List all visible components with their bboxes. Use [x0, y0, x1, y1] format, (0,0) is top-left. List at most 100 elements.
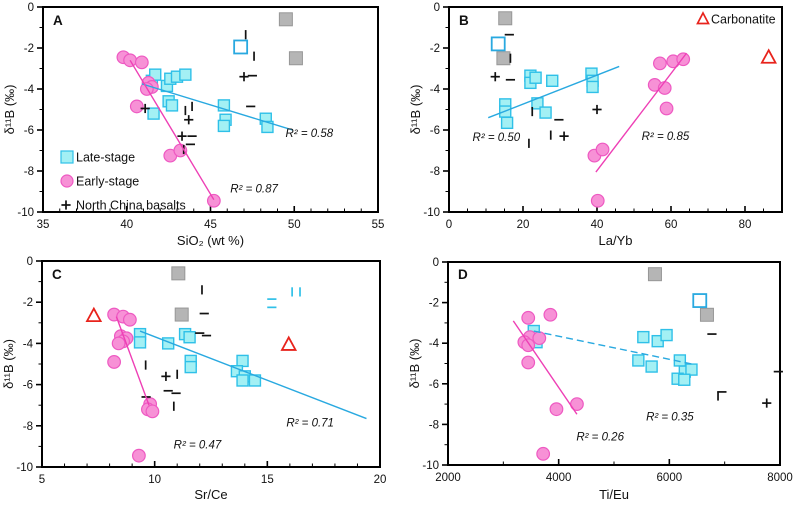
late-stage-point	[586, 80, 599, 94]
y-axis-title: δ¹¹B (‰)	[407, 339, 422, 389]
y-tick-label: -6	[430, 125, 440, 137]
r-squared-label: R² = 0.58	[286, 128, 334, 140]
x-axis-title: SiO₂ (wt %)	[177, 233, 244, 248]
late-stage-point	[261, 120, 274, 134]
trendline-early_stage	[129, 59, 215, 201]
x-tick-label: 6000	[657, 472, 683, 484]
late-stage-open-point	[692, 293, 708, 308]
carbonatite-legend-swatch	[696, 11, 710, 25]
y-tick-label: -4	[23, 338, 34, 350]
early-stage-point	[532, 331, 547, 346]
y-tick-label: -4	[430, 84, 441, 96]
y-tick-label: -6	[24, 125, 34, 137]
y-tick-label: -10	[422, 460, 439, 472]
panel-letter: C	[52, 267, 62, 282]
x-tick-label: 20	[374, 474, 387, 486]
legend-panel-a: Late-stage Early-stage North China basalts	[60, 150, 186, 213]
y-tick-label: -8	[429, 419, 439, 431]
panel-letter: A	[53, 13, 63, 28]
x-tick-label: 40	[591, 219, 604, 231]
early-stage-point	[111, 336, 126, 351]
trendline-late_stage	[141, 83, 293, 131]
legend-label: North China basalts	[76, 199, 186, 213]
y-tick-label: -10	[423, 207, 440, 219]
x-tick-label: 55	[372, 219, 385, 231]
early-stage-point	[107, 355, 122, 369]
gray-square-point	[288, 51, 303, 66]
late-stage-open-point	[490, 36, 506, 52]
late-stage-point	[539, 106, 552, 119]
early-stage-point	[145, 404, 160, 419]
early-stage-point	[206, 193, 221, 208]
early-stage-point	[521, 310, 536, 325]
early-stage-point	[543, 307, 558, 322]
panel-letter: D	[458, 267, 468, 282]
y-axis-title: δ¹¹B (‰)	[2, 85, 17, 135]
late-stage-point	[685, 363, 698, 376]
r-squared-label: R² = 0.35	[646, 411, 694, 423]
late-stage-point	[217, 99, 231, 112]
x-tick-label: 2000	[435, 472, 461, 484]
late-stage-point	[165, 99, 179, 112]
late-stage-point	[217, 119, 231, 133]
x-tick-label: 4000	[546, 472, 572, 484]
late-stage-point	[678, 373, 691, 386]
late-stage-point	[133, 336, 147, 349]
late-stage-point	[632, 354, 645, 367]
panel-D: 2000 4000 6000 8000 0 -2 -4 -6 -8 -10 Ti/Eu δ¹¹B (‰…	[407, 257, 793, 502]
gray-square-point	[278, 12, 293, 27]
late-stage-point	[184, 360, 197, 374]
x-tick-label: 20	[517, 219, 530, 231]
legend-label: Early-stage	[76, 175, 139, 189]
early-stage-point	[595, 142, 610, 157]
trendline-late_stage	[139, 330, 367, 420]
y-tick-label: -8	[24, 166, 34, 178]
late-stage-point	[179, 68, 192, 81]
plot-frame	[41, 260, 381, 468]
late-stage-point	[147, 107, 160, 120]
y-tick-label: -2	[430, 43, 440, 55]
r-squared-label: R² = 0.85	[642, 131, 690, 143]
x-tick-label: 80	[739, 219, 752, 231]
panel-C: 5 10 15 20 0 -2 -4 -6 -8 -10 Sr/Ce δ¹¹B (‰) C R² = 0.…	[1, 256, 386, 502]
early-stage-point	[134, 55, 149, 70]
late-stage-point	[637, 330, 650, 344]
gray-square-point	[496, 51, 511, 66]
early-stage-point	[659, 101, 674, 116]
y-tick-label: -4	[24, 84, 35, 96]
panel-B: 0 20 40 60 80 0 -2 -4 -6 -8 -10 La/Yb δ¹¹B (‰) B R² = …	[408, 2, 783, 248]
panel-letter: B	[459, 13, 469, 28]
early-stage-point	[131, 448, 146, 463]
early-stage-point	[653, 56, 667, 71]
gray-square-point	[699, 307, 714, 322]
y-tick-label: -2	[24, 43, 34, 55]
r-squared-label: R² = 0.71	[286, 418, 334, 430]
r-squared-label: R² = 0.50	[473, 132, 521, 144]
y-tick-label: 0	[27, 256, 33, 268]
gray-square-point	[498, 11, 513, 26]
x-tick-label: 60	[665, 219, 678, 231]
y-tick-label: 0	[28, 2, 34, 14]
y-axis-title: δ¹¹B (‰)	[1, 339, 16, 389]
early-stage-point	[521, 355, 536, 370]
legend-panel-b: Carbonatite	[696, 11, 776, 27]
x-axis-title: La/Yb	[599, 233, 633, 248]
y-tick-label: -8	[430, 166, 440, 178]
late-stage-point	[149, 68, 162, 81]
late-stage-point	[529, 71, 542, 84]
early-stage-point	[590, 193, 605, 208]
x-tick-label: 45	[204, 219, 217, 231]
x-tick-label: 5	[39, 474, 45, 486]
y-tick-label: -6	[429, 379, 439, 391]
late-stage-point	[236, 354, 249, 368]
y-tick-label: -2	[429, 298, 439, 310]
early-stage-point	[549, 402, 564, 417]
x-tick-label: 40	[120, 219, 133, 231]
gray-square-point	[171, 266, 186, 281]
legend-label: Late-stage	[76, 151, 135, 165]
late-stage-open-point	[233, 39, 249, 55]
late-stage-point	[660, 328, 673, 342]
x-tick-label: 35	[37, 219, 50, 231]
